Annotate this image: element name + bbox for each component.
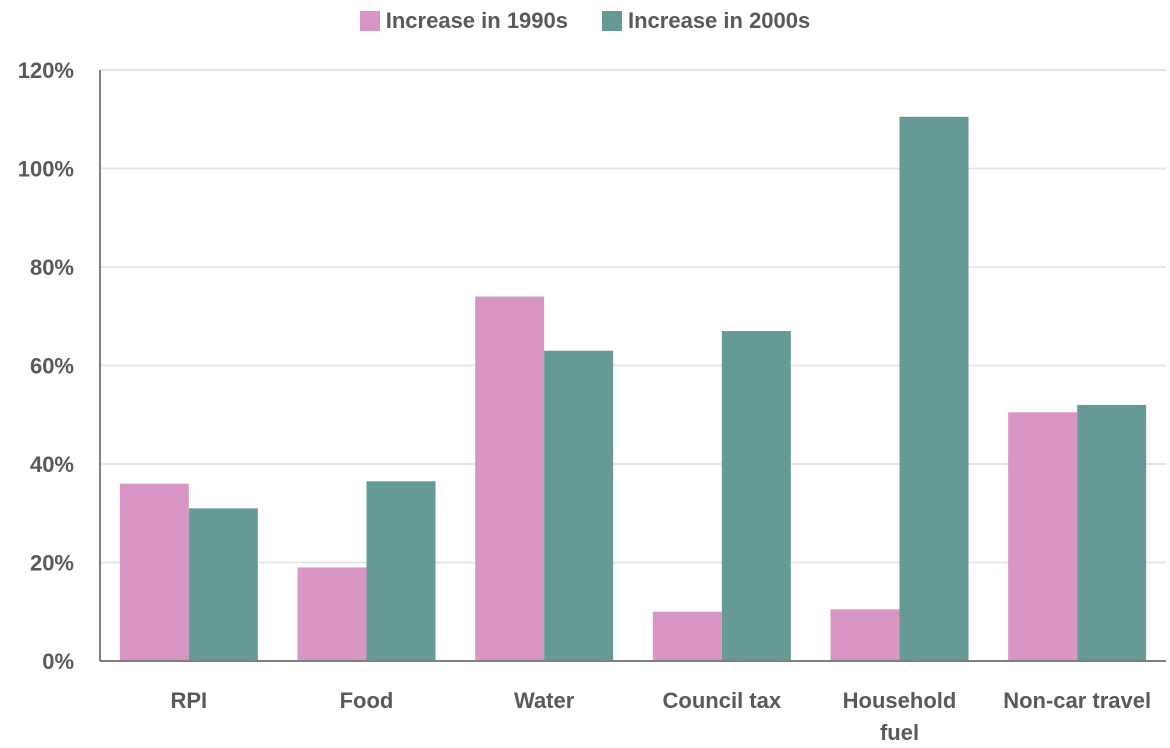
bar-2000s-council-tax [721, 331, 791, 661]
y-tick-label: 0% [42, 649, 74, 674]
y-tick-label: 20% [30, 551, 74, 576]
x-tick-label: Water [514, 688, 575, 713]
bar-2000s-household-fuel [899, 116, 969, 662]
y-tick-label: 120% [18, 58, 74, 83]
legend-label-1990s: Increase in 1990s [385, 8, 568, 33]
bar-2000s-rpi [188, 508, 258, 661]
legend-item-2000s: Increase in 2000s [602, 8, 810, 34]
chart-legend: Increase in 1990s Increase in 2000s [0, 6, 1170, 36]
legend-swatch-2000s [602, 11, 622, 31]
bar-2000s-water [544, 350, 614, 661]
legend-label-2000s: Increase in 2000s [628, 8, 811, 33]
bar-1990s-water [475, 296, 545, 661]
y-tick-label: 40% [30, 452, 74, 477]
legend-item-1990s: Increase in 1990s [359, 8, 568, 34]
x-tick-label: RPI [170, 688, 207, 713]
bar-1990s-household-fuel [830, 609, 900, 661]
x-tick-label: Non-car travel [1003, 688, 1151, 713]
y-tick-label: 80% [30, 255, 74, 280]
bar-1990s-non-car-travel [1008, 412, 1078, 661]
x-tick-label: fuel [880, 720, 919, 745]
bar-1990s-rpi [119, 483, 189, 661]
bar-1990s-food [297, 567, 367, 661]
bar-2000s-food [366, 481, 436, 661]
x-tick-label: Council tax [663, 688, 782, 713]
x-tick-label: Household [843, 688, 957, 713]
x-tick-label: Food [340, 688, 394, 713]
y-tick-label: 100% [18, 157, 74, 182]
bar-1990s-council-tax [652, 611, 722, 661]
legend-swatch-1990s [359, 11, 380, 31]
y-tick-label: 60% [30, 354, 74, 379]
bar-2000s-non-car-travel [1077, 404, 1147, 661]
